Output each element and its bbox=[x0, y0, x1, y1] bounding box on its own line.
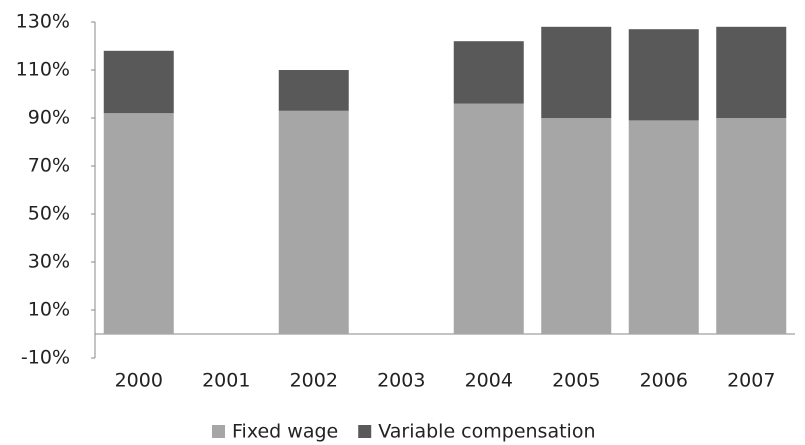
x-tick-label: 2007 bbox=[727, 370, 775, 392]
legend-swatch bbox=[212, 425, 225, 438]
y-tick-label: 50% bbox=[28, 203, 70, 225]
y-tick-label: 90% bbox=[28, 107, 70, 129]
bar-segment bbox=[103, 50, 174, 114]
bar-segment bbox=[541, 26, 612, 118]
x-tick-label: 2003 bbox=[377, 370, 425, 392]
bar-segment bbox=[103, 113, 174, 334]
y-tick-label: 30% bbox=[28, 251, 70, 273]
legend-label: Variable compensation bbox=[378, 421, 595, 443]
bar-segment bbox=[541, 118, 612, 334]
bar-segment bbox=[716, 26, 787, 118]
legend-label: Fixed wage bbox=[232, 421, 338, 443]
bar-segment bbox=[453, 103, 524, 334]
y-tick-label: 130% bbox=[16, 11, 70, 33]
x-tick-label: 2004 bbox=[465, 370, 513, 392]
y-tick-label: 70% bbox=[28, 155, 70, 177]
legend-swatch bbox=[358, 425, 372, 438]
bar-segment bbox=[278, 110, 349, 334]
x-tick-label: 2000 bbox=[115, 370, 163, 392]
bar-segment bbox=[628, 120, 699, 335]
bar-segment bbox=[716, 118, 787, 334]
x-tick-label: 2002 bbox=[290, 370, 338, 392]
bar-segment bbox=[278, 70, 349, 111]
x-tick-label: 2001 bbox=[202, 370, 250, 392]
y-tick-label: 10% bbox=[28, 299, 70, 321]
y-tick-label: -10% bbox=[21, 347, 70, 369]
bar-segment bbox=[628, 29, 699, 121]
bar-segment bbox=[453, 41, 524, 104]
x-tick-label: 2006 bbox=[640, 370, 688, 392]
y-tick-label: 110% bbox=[16, 59, 70, 81]
x-tick-label: 2005 bbox=[552, 370, 600, 392]
